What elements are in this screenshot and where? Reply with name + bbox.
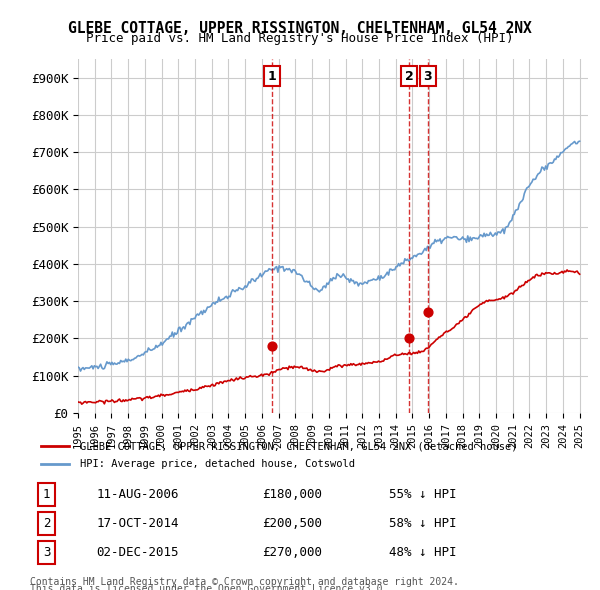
Text: 1: 1: [268, 70, 277, 83]
Text: This data is licensed under the Open Government Licence v3.0.: This data is licensed under the Open Gov…: [30, 584, 388, 590]
Text: 11-AUG-2006: 11-AUG-2006: [96, 488, 179, 501]
Text: 3: 3: [43, 546, 50, 559]
Text: 58% ↓ HPI: 58% ↓ HPI: [389, 517, 457, 530]
Text: Price paid vs. HM Land Registry's House Price Index (HPI): Price paid vs. HM Land Registry's House …: [86, 32, 514, 45]
Text: HPI: Average price, detached house, Cotswold: HPI: Average price, detached house, Cots…: [80, 459, 355, 469]
Text: 02-DEC-2015: 02-DEC-2015: [96, 546, 179, 559]
Text: GLEBE COTTAGE, UPPER RISSINGTON, CHELTENHAM, GL54 2NX (detached house): GLEBE COTTAGE, UPPER RISSINGTON, CHELTEN…: [80, 441, 517, 451]
Text: 17-OCT-2014: 17-OCT-2014: [96, 517, 179, 530]
Text: 3: 3: [424, 70, 432, 83]
Text: £270,000: £270,000: [262, 546, 322, 559]
Text: GLEBE COTTAGE, UPPER RISSINGTON, CHELTENHAM, GL54 2NX: GLEBE COTTAGE, UPPER RISSINGTON, CHELTEN…: [68, 21, 532, 35]
Text: 48% ↓ HPI: 48% ↓ HPI: [389, 546, 457, 559]
Point: [404, 333, 414, 343]
Text: 55% ↓ HPI: 55% ↓ HPI: [389, 488, 457, 501]
Text: 2: 2: [404, 70, 413, 83]
Text: £200,500: £200,500: [262, 517, 322, 530]
Text: 1: 1: [43, 488, 50, 501]
Point: [268, 341, 277, 350]
Text: £180,000: £180,000: [262, 488, 322, 501]
Point: [423, 307, 433, 317]
Text: Contains HM Land Registry data © Crown copyright and database right 2024.: Contains HM Land Registry data © Crown c…: [30, 577, 459, 587]
Text: 2: 2: [43, 517, 50, 530]
